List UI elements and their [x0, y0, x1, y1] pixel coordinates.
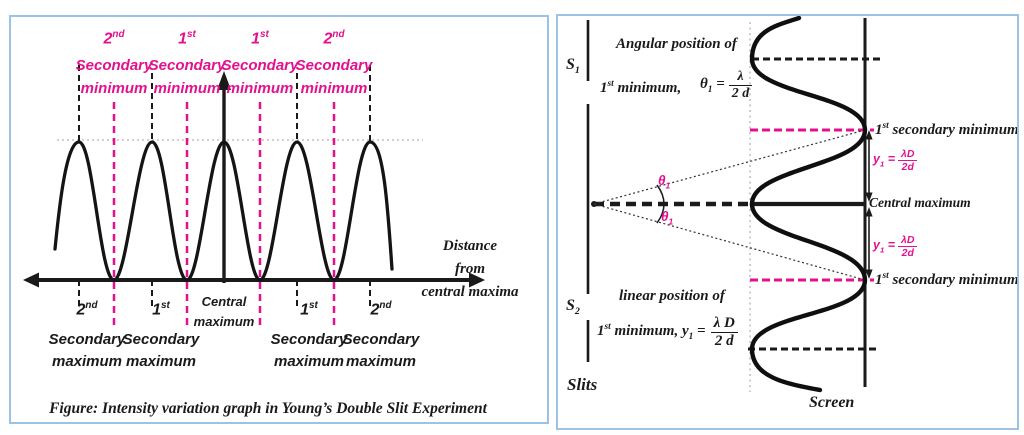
- label-2nd-secondary-minimum-left: 2nd Secondary minimum: [75, 29, 153, 97]
- y1-formula-top: y1 = λD 2d: [873, 146, 918, 174]
- y1-lhs: y1 =: [873, 237, 896, 255]
- theta1-angle-label-upper: θ1: [658, 173, 671, 191]
- label-2nd-secondary-maximum-right: 2nd Secondary maximum: [342, 300, 420, 370]
- double-slit-geometry-panel: S1 S2 Slits Screen Angular position of 1…: [556, 14, 1019, 430]
- theta1-angle-label-lower: θ1: [661, 209, 674, 227]
- theta1-fraction: λ 2 d: [728, 69, 753, 102]
- label-1st-secondary-maximum-right: 1st Secondary maximum: [270, 300, 348, 370]
- x-axis-label: Distance from central maxima: [421, 238, 519, 300]
- label-central-maximum: Central maximum: [193, 294, 255, 329]
- ordinal: 1st: [178, 29, 196, 48]
- intensity-graph-drawing: [23, 65, 485, 330]
- linear-position-title: linear position of: [619, 288, 725, 304]
- angular-first-minimum-text: 1st minimum,: [600, 79, 682, 96]
- y1-fraction: λD 2d: [898, 234, 918, 259]
- intensity-curve: [53, 140, 394, 282]
- ray-to-upper-minimum: [593, 129, 866, 205]
- ordinal: 2nd: [76, 300, 98, 319]
- ordinal: 1st: [300, 300, 318, 319]
- theta1-lhs: θ1 =: [700, 75, 725, 95]
- ordinal: 1st: [251, 29, 269, 48]
- y1-formula-bottom: y1 = λD 2d: [873, 232, 918, 260]
- label-1st-secondary-minimum-left: 1st Secondary minimum: [148, 29, 226, 97]
- slit-s1-label: S1: [566, 56, 580, 77]
- y-axis-arrowhead: [217, 71, 231, 90]
- intensity-graph-panel: 2nd Secondary minimum 1st Secondary mini…: [9, 15, 549, 424]
- y1-lower-arrowhead-bottom: [865, 269, 873, 279]
- theta1-formula: θ1 = λ 2 d: [700, 63, 753, 107]
- upper-first-secondary-minimum-label: 1st secondary minimum: [875, 121, 1019, 138]
- y1-fraction: λD 2d: [898, 148, 918, 173]
- y1-upper-arrowhead-top: [865, 130, 873, 140]
- ordinal: 1st: [152, 300, 170, 319]
- linear-fraction: λ D 2 d: [710, 315, 738, 350]
- figure-caption: Figure: Intensity variation graph in You…: [49, 400, 487, 417]
- label-1st-secondary-minimum-right: 1st Secondary minimum: [221, 29, 299, 97]
- ray-to-lower-minimum: [593, 203, 866, 281]
- linear-lhs: 1st minimum, y1 =: [597, 322, 706, 342]
- ordinal: 2nd: [323, 29, 345, 48]
- slits-label: Slits: [567, 375, 598, 394]
- x-axis-right-arrowhead: [469, 272, 485, 288]
- geometry-drawing: [586, 16, 883, 393]
- linear-position-formula: 1st minimum, y1 = λ D 2 d: [597, 310, 738, 354]
- y1-lower-arrowhead-top: [865, 207, 873, 217]
- x-axis-left-arrowhead: [23, 272, 39, 288]
- ordinal: 2nd: [370, 300, 392, 319]
- ordinal: 2nd: [103, 29, 125, 48]
- y1-upper-arrowhead-bottom: [865, 192, 873, 202]
- central-maximum-label: Central maximum: [869, 195, 971, 210]
- screen-intensity-curve: [749, 16, 868, 393]
- theta-angle-arc: [656, 184, 665, 224]
- label-2nd-secondary-minimum-right: 2nd Secondary minimum: [295, 29, 373, 97]
- angular-position-title: Angular position of: [616, 36, 737, 52]
- lower-first-secondary-minimum-label: 1st secondary minimum: [875, 271, 1019, 288]
- slit-s2-label: S2: [566, 297, 580, 318]
- screen-label: Screen: [809, 394, 855, 411]
- y1-lhs: y1 =: [873, 151, 896, 169]
- label-2nd-secondary-maximum-left: 2nd Secondary maximum: [48, 300, 126, 370]
- label-1st-secondary-maximum-left: 1st Secondary maximum: [122, 300, 200, 370]
